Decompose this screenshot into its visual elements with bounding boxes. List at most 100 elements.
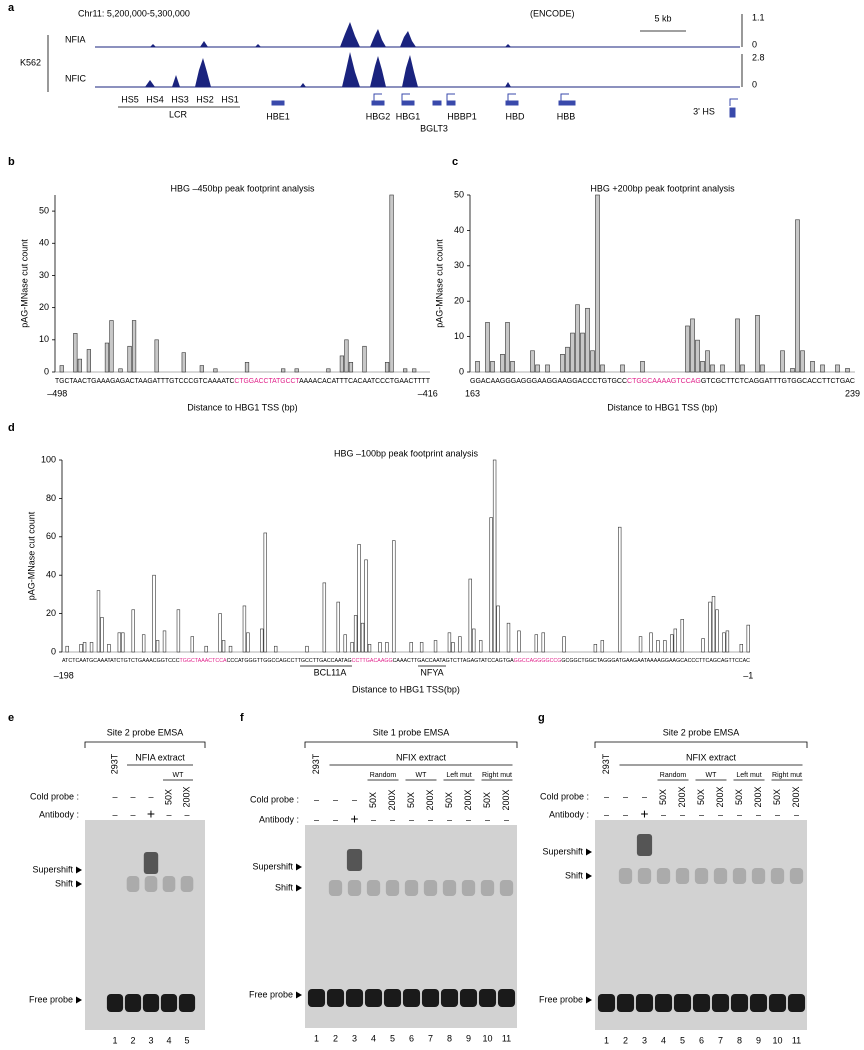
bar <box>708 601 712 653</box>
bar <box>199 365 204 373</box>
bar <box>705 350 710 373</box>
x-tick-label: 239 <box>845 388 860 398</box>
lane-number: 3 <box>352 1033 357 1043</box>
lane-number: 2 <box>623 1035 628 1045</box>
bar <box>780 350 785 373</box>
bar <box>117 632 122 653</box>
bar <box>593 644 598 653</box>
antibody: – <box>447 814 452 824</box>
row-label: Antibody : <box>259 814 299 824</box>
y-tick-label: 20 <box>39 302 49 312</box>
panel-label: e <box>8 712 14 724</box>
x-tick-label: –498 <box>47 388 67 398</box>
chart-title: HBG –100bp peak footprint analysis <box>334 448 479 458</box>
lane-number: 11 <box>792 1035 801 1045</box>
gene <box>371 100 385 106</box>
shift-band <box>694 868 709 884</box>
shift-band <box>126 876 140 892</box>
extract-label: NFIX extract <box>396 752 447 762</box>
bar <box>213 368 218 373</box>
row-label: Cold probe : <box>250 794 299 804</box>
cold-probe: 200X <box>677 786 687 807</box>
supershift-band <box>636 834 653 856</box>
antibody: – <box>428 814 433 824</box>
lane-number: 9 <box>756 1035 761 1045</box>
y-axis-label: pAG-MNase cut count <box>19 239 29 328</box>
free-probe-band <box>597 994 616 1012</box>
bar <box>392 540 396 653</box>
bar <box>155 640 160 653</box>
bar <box>489 517 493 653</box>
y-tick-label: 40 <box>454 225 464 235</box>
bar <box>656 640 660 653</box>
panel-label: f <box>240 712 244 724</box>
cold-probe: 200X <box>387 789 397 810</box>
antibody: – <box>604 809 609 819</box>
shift-band <box>732 868 747 884</box>
bar <box>360 622 365 653</box>
marker-label: Free probe <box>249 989 293 999</box>
bar <box>835 364 840 373</box>
bar <box>517 630 521 653</box>
y-tick-label: 50 <box>39 205 49 215</box>
free-probe-band <box>654 994 673 1012</box>
antibody: – <box>794 809 799 819</box>
row-label: Cold probe : <box>30 791 79 801</box>
bar <box>590 350 595 373</box>
track-max: 2.8 <box>752 52 765 62</box>
bar <box>560 353 565 373</box>
control-label: 293T <box>109 753 119 774</box>
bar <box>86 349 91 373</box>
x-tick-label: –1 <box>743 670 753 680</box>
shift-band <box>162 876 176 892</box>
hs-label: HS4 <box>146 94 164 104</box>
free-probe-band <box>383 989 402 1007</box>
shift-band <box>713 868 728 884</box>
lane-number: 6 <box>409 1033 414 1043</box>
cold-probe: 50X <box>406 792 416 808</box>
bar <box>505 322 510 373</box>
bar <box>800 350 805 373</box>
bar <box>545 364 550 373</box>
cold-probe: – <box>112 791 117 801</box>
free-probe-band <box>730 994 749 1012</box>
bar <box>670 634 674 653</box>
gene <box>271 100 285 106</box>
bar <box>585 307 590 373</box>
gene-label: HBG1 <box>396 111 421 121</box>
marker-arrow <box>296 884 302 892</box>
marker-label: Free probe <box>29 994 73 1004</box>
group-label: Right mut <box>482 772 512 779</box>
bar <box>580 332 585 373</box>
tss-arrow <box>373 93 738 106</box>
antibody: – <box>680 809 685 819</box>
bar <box>500 353 505 373</box>
bar <box>447 632 452 653</box>
free-probe-band <box>364 989 383 1007</box>
shift-band <box>770 868 785 884</box>
free-probe-band <box>459 989 478 1007</box>
lane-number: 3 <box>642 1035 647 1045</box>
row-label: Antibody : <box>39 809 79 819</box>
sequence-part: CAAACTTGACCAATAGTCTTAGAGTATCCAGTGA <box>393 658 515 664</box>
free-probe-band <box>673 994 692 1012</box>
marker-label: Supershift <box>252 861 293 871</box>
marker-arrow <box>586 996 592 1004</box>
sequence-part: GTCGCTTCTCAGGATTTGTGGCACCTTCTGAC <box>701 378 855 385</box>
gene <box>729 107 736 118</box>
shift-band <box>751 868 766 884</box>
bar <box>760 364 765 373</box>
antibody: – <box>775 809 780 819</box>
bar <box>810 361 815 373</box>
marker-arrow <box>296 863 302 871</box>
cold-probe: 200X <box>501 789 511 810</box>
bar <box>638 636 643 653</box>
bar <box>472 628 476 653</box>
marker-label: Shift <box>55 878 74 888</box>
source: (ENCODE) <box>530 8 575 18</box>
y-tick-label: 40 <box>39 238 49 248</box>
gene-label: HBBP1 <box>447 111 477 121</box>
gel-title: Site 2 probe EMSA <box>107 727 184 737</box>
shift-band <box>404 880 419 896</box>
antibody: – <box>466 814 471 824</box>
